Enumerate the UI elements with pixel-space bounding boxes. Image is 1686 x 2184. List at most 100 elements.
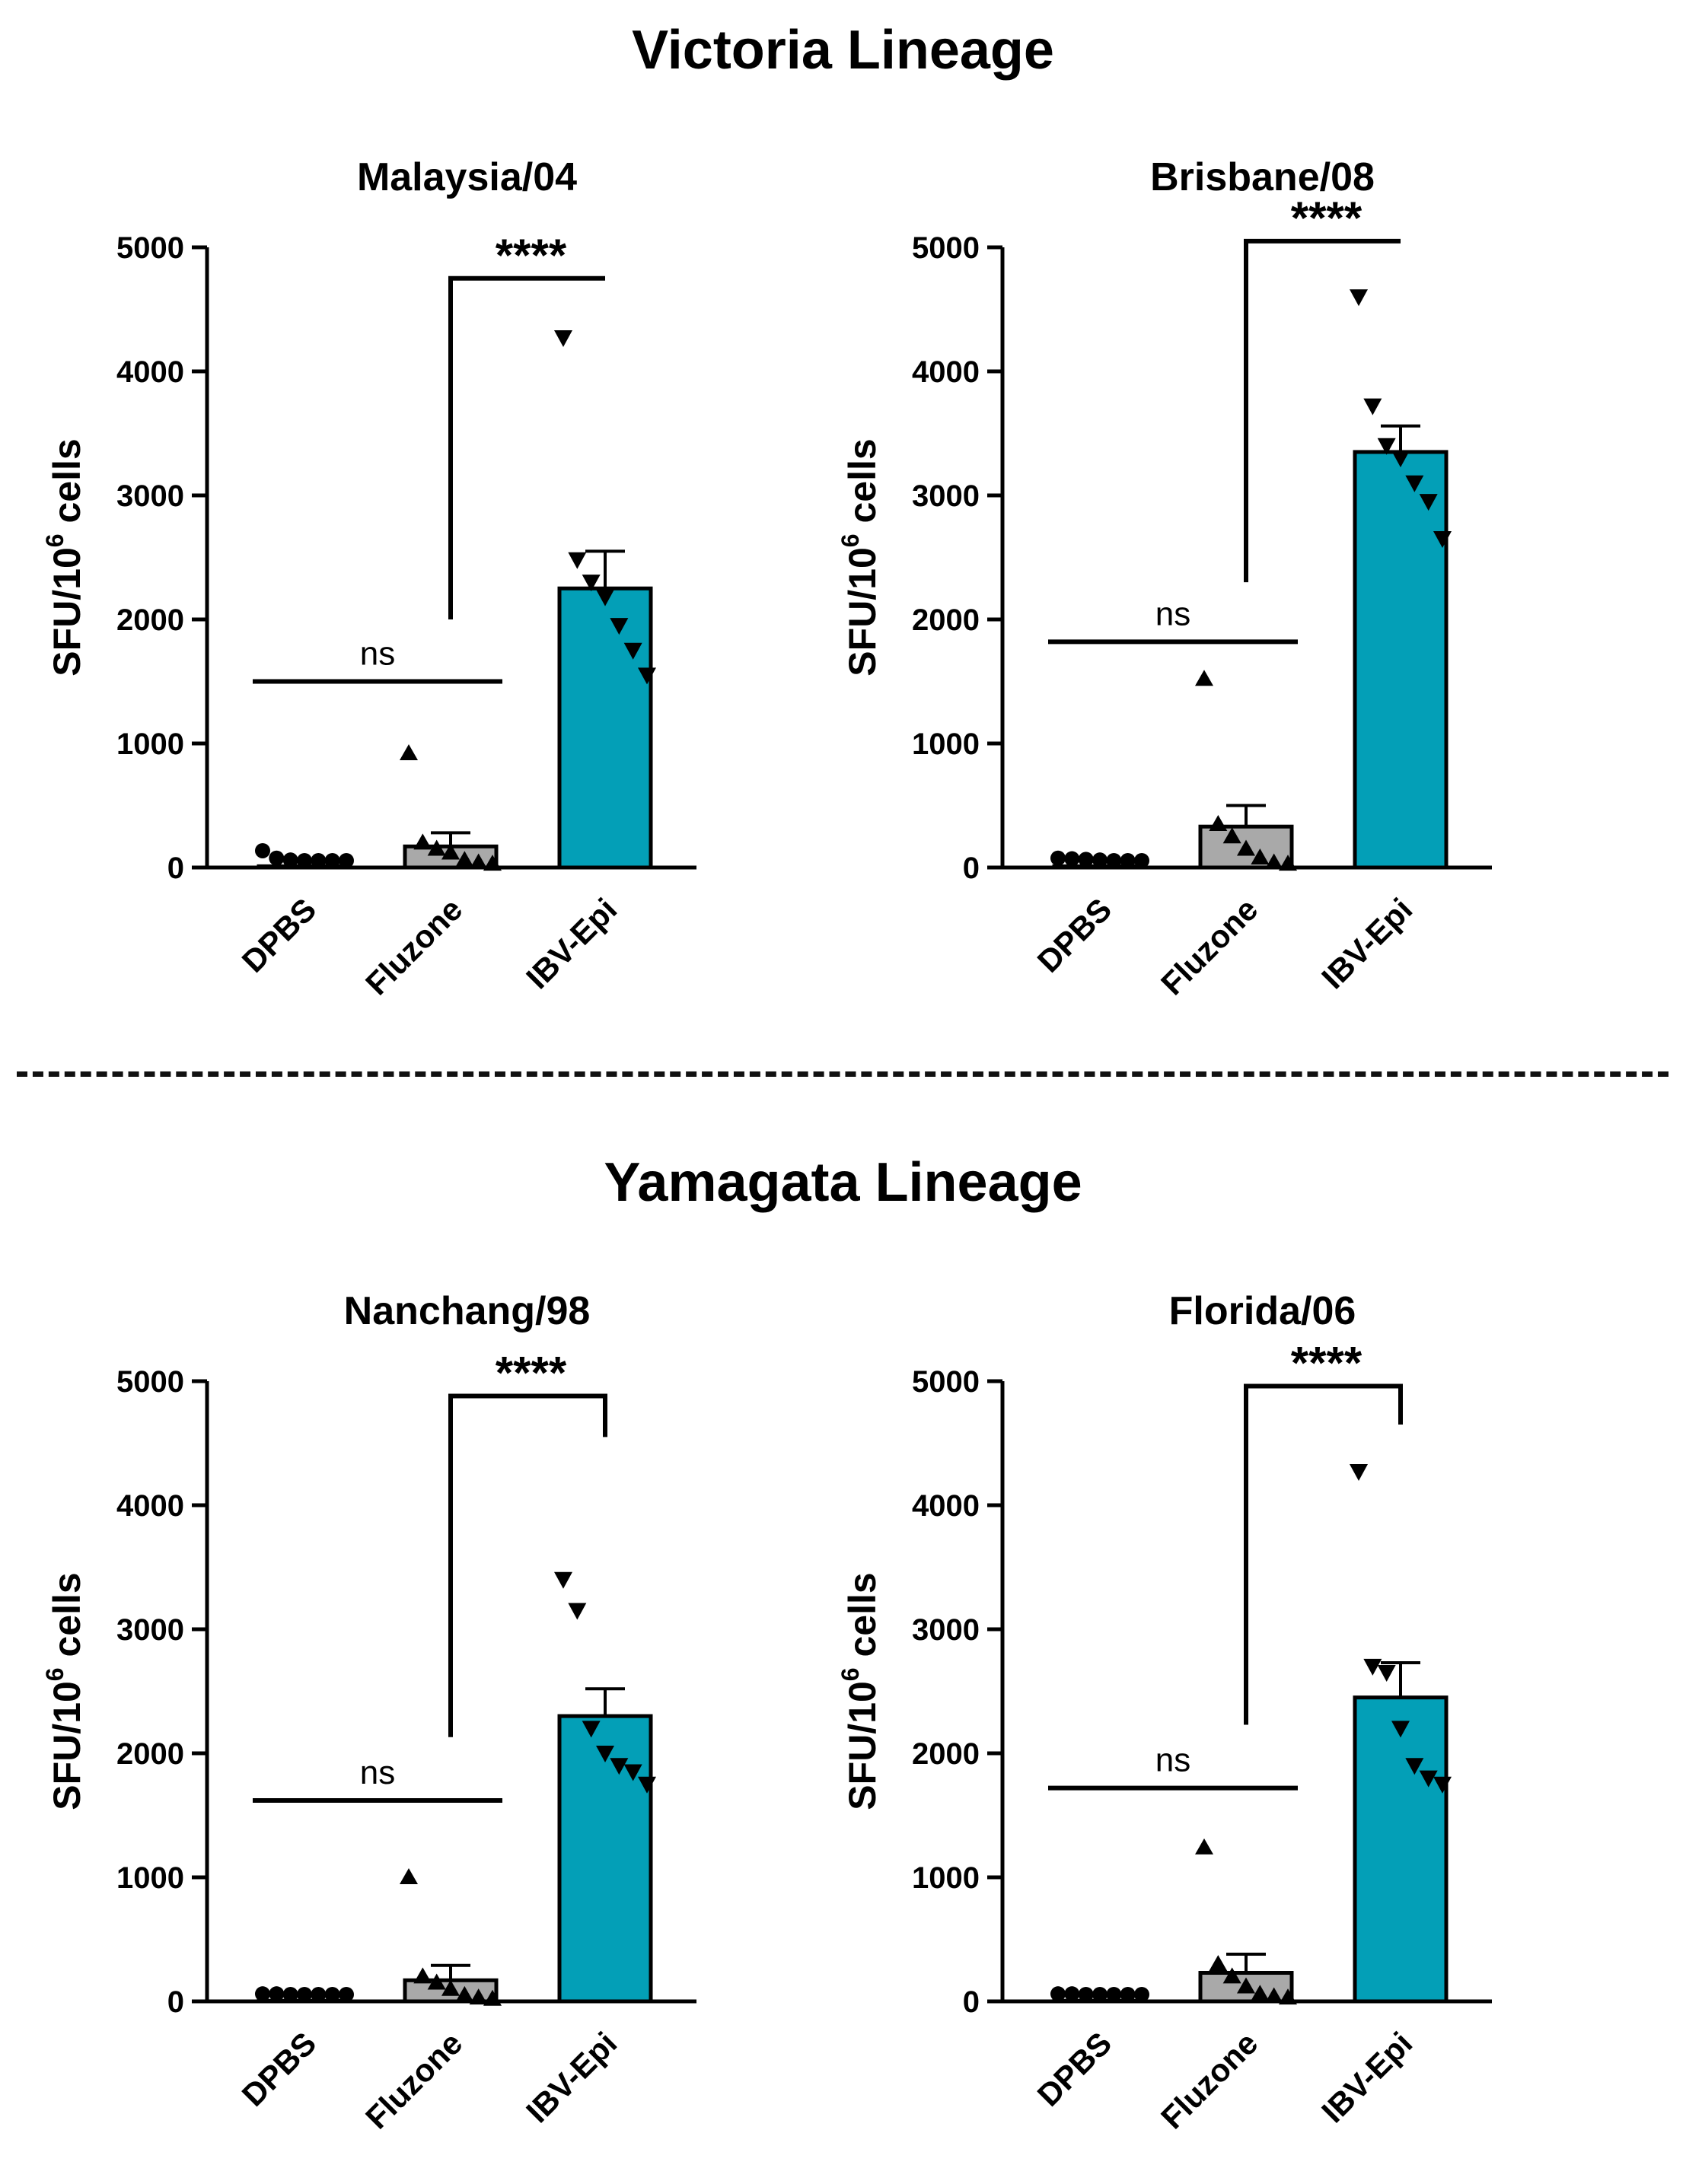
- category-label-fluzone: Fluzone: [359, 2025, 469, 2135]
- panel-title: Brisbane/08: [1150, 155, 1375, 199]
- y-axis-label-unit: cells: [46, 1572, 88, 1667]
- significance-bracket: [1244, 1383, 1403, 1725]
- y-tick-label: 1000: [912, 1861, 980, 1895]
- bar-ibv-epi: [1353, 1695, 1449, 2004]
- category-label-ibv-epi: IBV-Epi: [519, 891, 623, 995]
- data-point-ibv-epi: [1419, 494, 1438, 511]
- data-point-fluzone: [1195, 670, 1213, 686]
- data-point-ibv-epi: [610, 618, 629, 635]
- y-tick-label: 5000: [116, 231, 184, 265]
- data-point-fluzone: [455, 1985, 474, 2002]
- data-point-fluzone: [1251, 1985, 1270, 2001]
- data-point-dpbs: [282, 852, 298, 868]
- data-point-dpbs: [1120, 853, 1136, 868]
- data-point-ibv-epi: [582, 575, 601, 592]
- data-point-fluzone: [1195, 1838, 1213, 1854]
- data-point-ibv-epi: [638, 1776, 656, 1794]
- data-point-dpbs: [269, 1986, 285, 2002]
- data-point-fluzone: [413, 833, 432, 850]
- chart-brisbane-08: Brisbane/08 SFU/106 cells 0 1000 2000 3000 400…: [837, 155, 1492, 1002]
- y-tick-label: 3000: [912, 1613, 980, 1647]
- data-point-fluzone: [427, 1973, 446, 1990]
- category-label-dpbs: DPBS: [235, 2025, 323, 2113]
- data-point-ibv-epi: [1405, 1758, 1424, 1775]
- data-point-ibv-epi: [554, 330, 572, 347]
- ns-label: ns: [360, 635, 395, 673]
- data-point-dpbs: [255, 1986, 270, 2002]
- category-label-ibv-epi: IBV-Epi: [519, 2025, 623, 2129]
- y-tick-label: 4000: [912, 1489, 980, 1523]
- data-point-fluzone: [1237, 1977, 1255, 1994]
- data-point-dpbs: [1106, 853, 1122, 868]
- data-point-fluzone: [469, 853, 488, 870]
- y-axis-label-base: SFU/10: [841, 547, 884, 677]
- data-point-ibv-epi: [1391, 450, 1410, 468]
- bar-ibv-epi: [557, 1714, 653, 2004]
- significance-bracket: [1244, 238, 1401, 583]
- category-label-fluzone: Fluzone: [1154, 891, 1264, 1001]
- y-tick-label: 1000: [912, 727, 980, 761]
- data-point-ibv-epi: [1391, 1721, 1410, 1738]
- category-label-dpbs: DPBS: [235, 891, 323, 979]
- data-point-dpbs: [1078, 852, 1094, 868]
- y-tick-label: 5000: [116, 1365, 184, 1399]
- data-point-ibv-epi: [1363, 1658, 1382, 1676]
- y-tick-label: 3000: [116, 479, 184, 513]
- significance-bracket: [448, 275, 605, 619]
- y-tick-label: 2000: [116, 603, 184, 637]
- data-point-fluzone: [1237, 839, 1255, 856]
- data-point-fluzone: [1251, 848, 1270, 864]
- data-point-ibv-epi: [1350, 289, 1368, 307]
- y-tick-label: 0: [167, 1985, 184, 2019]
- panel-title: Nanchang/98: [344, 1289, 591, 1333]
- data-point-dpbs: [1092, 852, 1108, 868]
- data-point-fluzone: [469, 1988, 488, 2005]
- yamagata-lineage-title: Yamagata Lineage: [604, 1152, 1082, 1213]
- y-axis-label-superscript: 6: [41, 533, 69, 547]
- data-point-ibv-epi: [596, 1746, 614, 1762]
- data-point-ibv-epi: [582, 1721, 601, 1738]
- data-point-fluzone: [483, 855, 502, 871]
- data-point-ibv-epi: [1377, 438, 1396, 455]
- y-axis-label: SFU/106 cells: [41, 1572, 88, 1810]
- y-tick-label: 2000: [912, 1737, 980, 1771]
- significance-bracket: [448, 1393, 607, 1737]
- data-point-fluzone: [1264, 853, 1283, 870]
- data-point-fluzone: [441, 1979, 460, 1996]
- y-axis-label-superscript: 6: [41, 1667, 69, 1681]
- y-tick-label: 2000: [116, 1737, 184, 1771]
- y-axis-label: SFU/106 cells: [837, 1572, 884, 1810]
- y-tick-label: 3000: [116, 1613, 184, 1647]
- data-point-dpbs: [1078, 1987, 1094, 2002]
- data-point-fluzone: [1279, 855, 1297, 871]
- category-label-ibv-epi: IBV-Epi: [1315, 2025, 1419, 2129]
- data-point-ibv-epi: [1433, 531, 1452, 549]
- ns-label: ns: [1155, 1742, 1190, 1779]
- data-point-fluzone: [1264, 1987, 1283, 2004]
- data-point-dpbs: [1050, 1986, 1066, 2002]
- data-point-fluzone: [413, 1967, 432, 1984]
- y-axis-label-superscript: 6: [837, 1667, 864, 1681]
- data-point-fluzone: [1279, 1988, 1297, 2005]
- y-axis-label-superscript: 6: [837, 533, 864, 547]
- data-point-dpbs: [255, 842, 270, 858]
- bar-ibv-epi: [1353, 450, 1449, 870]
- data-point-dpbs: [339, 1987, 354, 2002]
- category-label-fluzone: Fluzone: [359, 891, 469, 1001]
- data-point-ibv-epi: [568, 552, 587, 569]
- data-point-fluzone: [1209, 1955, 1228, 1972]
- data-point-dpbs: [1106, 1987, 1122, 2002]
- data-point-dpbs: [339, 853, 354, 868]
- category-label-dpbs: DPBS: [1031, 891, 1119, 979]
- victoria-lineage-title: Victoria Lineage: [632, 20, 1054, 81]
- y-tick-label: 0: [167, 852, 184, 885]
- data-point-dpbs: [1050, 850, 1066, 866]
- data-point-fluzone: [1222, 1967, 1241, 1984]
- data-point-ibv-epi: [1377, 1665, 1396, 1683]
- data-point-dpbs: [1064, 1986, 1080, 2002]
- data-point-fluzone: [427, 839, 446, 856]
- y-tick-label: 0: [963, 1985, 980, 2019]
- y-axis-label-unit: cells: [46, 438, 88, 533]
- y-axis-label-unit: cells: [841, 438, 884, 533]
- data-point-ibv-epi: [638, 667, 656, 685]
